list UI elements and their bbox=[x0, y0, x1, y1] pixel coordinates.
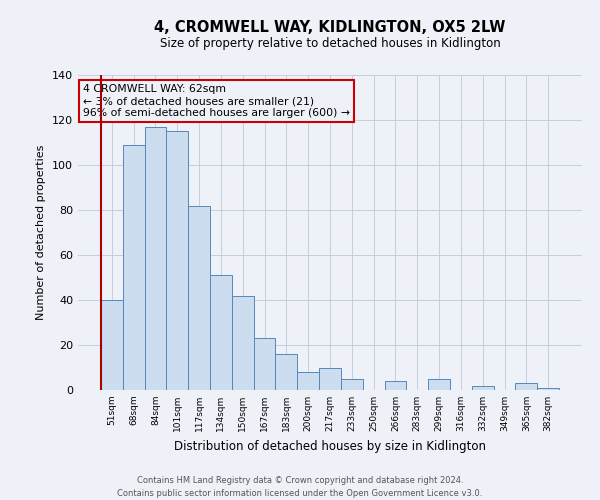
Bar bbox=[297, 372, 319, 390]
Bar bbox=[101, 300, 123, 390]
Bar bbox=[472, 386, 494, 390]
Bar bbox=[385, 381, 406, 390]
X-axis label: Distribution of detached houses by size in Kidlington: Distribution of detached houses by size … bbox=[174, 440, 486, 452]
Text: Size of property relative to detached houses in Kidlington: Size of property relative to detached ho… bbox=[160, 38, 500, 51]
Bar bbox=[123, 145, 145, 390]
Bar bbox=[254, 338, 275, 390]
Bar bbox=[145, 126, 166, 390]
Bar bbox=[210, 275, 232, 390]
Bar bbox=[341, 379, 363, 390]
Bar bbox=[537, 388, 559, 390]
Text: Contains HM Land Registry data © Crown copyright and database right 2024.
Contai: Contains HM Land Registry data © Crown c… bbox=[118, 476, 482, 498]
Y-axis label: Number of detached properties: Number of detached properties bbox=[37, 145, 46, 320]
Bar bbox=[428, 379, 450, 390]
Text: 4, CROMWELL WAY, KIDLINGTON, OX5 2LW: 4, CROMWELL WAY, KIDLINGTON, OX5 2LW bbox=[154, 20, 506, 35]
Bar bbox=[319, 368, 341, 390]
Bar bbox=[275, 354, 297, 390]
Bar bbox=[232, 296, 254, 390]
Text: 4 CROMWELL WAY: 62sqm
← 3% of detached houses are smaller (21)
96% of semi-detac: 4 CROMWELL WAY: 62sqm ← 3% of detached h… bbox=[83, 84, 350, 117]
Bar bbox=[166, 131, 188, 390]
Bar bbox=[515, 383, 537, 390]
Bar bbox=[188, 206, 210, 390]
